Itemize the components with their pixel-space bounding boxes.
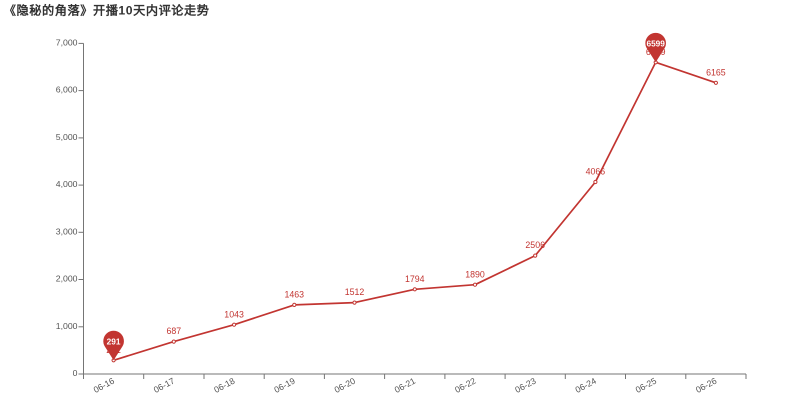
svg-text:291: 291 [107, 336, 121, 346]
svg-text:3,000: 3,000 [56, 226, 78, 236]
svg-text:0: 0 [73, 368, 78, 378]
svg-text:687: 687 [166, 326, 181, 336]
svg-text:1512: 1512 [345, 287, 365, 297]
svg-text:4066: 4066 [586, 167, 606, 177]
svg-text:《隐秘的角落》开播10天内评论走势: 《隐秘的角落》开播10天内评论走势 [4, 3, 210, 18]
svg-text:6599: 6599 [646, 38, 665, 48]
svg-text:1890: 1890 [465, 269, 485, 279]
svg-text:2506: 2506 [525, 240, 545, 250]
svg-text:6,000: 6,000 [56, 85, 78, 95]
svg-text:1043: 1043 [224, 309, 244, 319]
svg-text:2,000: 2,000 [56, 274, 78, 284]
svg-text:1,000: 1,000 [56, 321, 78, 331]
svg-text:6165: 6165 [706, 67, 726, 77]
svg-text:7,000: 7,000 [56, 38, 78, 48]
svg-text:1794: 1794 [405, 274, 425, 284]
svg-text:4,000: 4,000 [56, 179, 78, 189]
svg-text:1463: 1463 [285, 290, 305, 300]
svg-text:5,000: 5,000 [56, 132, 78, 142]
